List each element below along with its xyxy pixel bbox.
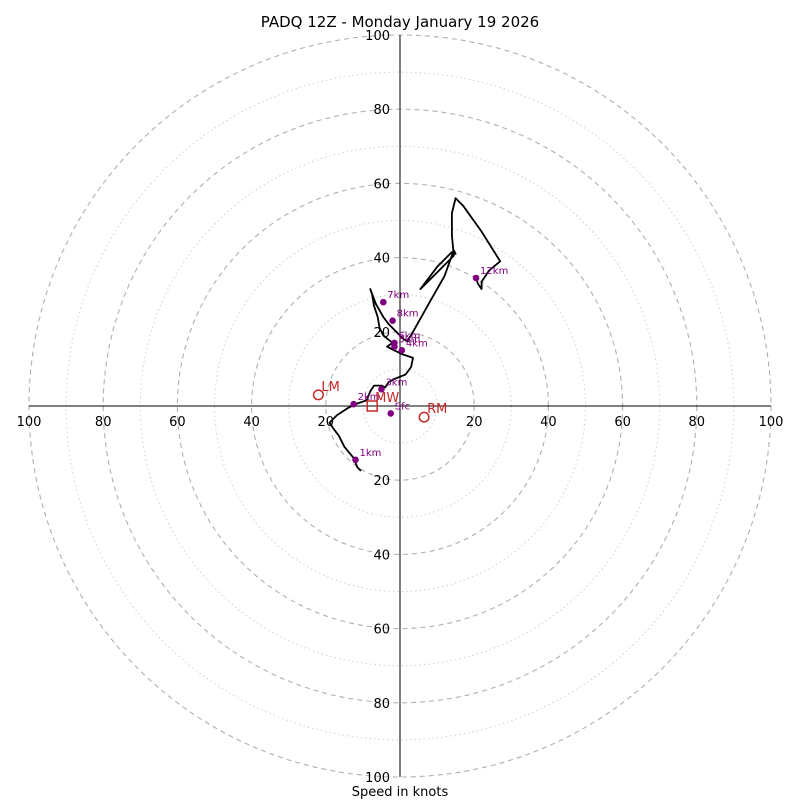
height-marker-12km bbox=[472, 274, 480, 282]
tick-label-up-60: 60 bbox=[373, 177, 390, 192]
storm-motion-mw bbox=[366, 400, 378, 412]
height-marker-sfc bbox=[387, 410, 395, 417]
tick-label-down-60: 60 bbox=[373, 623, 390, 638]
storm-motion-label-lm: LM bbox=[321, 380, 339, 395]
tick-label-left-100: 100 bbox=[17, 415, 42, 430]
height-marker-2km bbox=[350, 400, 357, 408]
height-label-5km: 5km bbox=[398, 335, 420, 346]
tick-label-left-60: 60 bbox=[169, 415, 186, 430]
height-label-3km: 3km bbox=[385, 377, 407, 388]
x-axis-label: Speed in knots bbox=[352, 785, 449, 800]
height-label-7km: 7km bbox=[387, 290, 409, 301]
tick-label-up-80: 80 bbox=[373, 103, 390, 118]
tick-label-down-80: 80 bbox=[373, 697, 390, 712]
height-label-6km: 6km bbox=[398, 331, 420, 342]
height-marker-7km bbox=[380, 298, 387, 306]
storm-motion-label-rm: RM bbox=[427, 402, 447, 417]
tick-label-right-20: 20 bbox=[466, 415, 483, 430]
height-label-1km: 1km bbox=[359, 448, 381, 459]
chart-title: PADQ 12Z - Monday January 19 2026 bbox=[261, 13, 539, 31]
tick-label-down-100: 100 bbox=[365, 771, 390, 786]
tick-label-down-20: 20 bbox=[373, 474, 390, 489]
tick-label-left-80: 80 bbox=[95, 415, 112, 430]
storm-motions: LM MW RM bbox=[312, 380, 447, 423]
tick-label-up-40: 40 bbox=[373, 252, 390, 267]
storm-motion-lm bbox=[312, 389, 324, 401]
height-label-2km: 2km bbox=[358, 392, 380, 403]
height-label-12km: 12km bbox=[480, 266, 508, 277]
height-label-8km: 8km bbox=[397, 309, 419, 320]
storm-motion-label-mw: MW bbox=[375, 391, 399, 406]
storm-motion-rm bbox=[418, 411, 430, 423]
height-marker-8km bbox=[389, 317, 396, 324]
tick-label-right-80: 80 bbox=[689, 415, 706, 430]
wind-trace-group bbox=[328, 197, 502, 472]
tick-label-right-40: 40 bbox=[540, 415, 557, 430]
height-marker-3km bbox=[378, 386, 385, 393]
tick-label-left-20: 20 bbox=[318, 415, 335, 430]
tick-label-right-60: 60 bbox=[614, 415, 631, 430]
height-marker-4km bbox=[398, 347, 406, 354]
tick-label-left-40: 40 bbox=[243, 415, 260, 430]
height-marker-6km bbox=[391, 339, 398, 347]
tick-label-right-100: 100 bbox=[759, 415, 784, 430]
wind-trace bbox=[328, 197, 502, 472]
tick-label-down-40: 40 bbox=[373, 548, 390, 563]
axes bbox=[29, 35, 771, 777]
height-label-4km: 4km bbox=[406, 338, 428, 349]
height-label-sfc: Sfc bbox=[395, 401, 410, 412]
tick-labels: 20 40 60 80 10020406080100204060801002040608… bbox=[17, 29, 784, 786]
tick-label-up-100: 100 bbox=[365, 29, 390, 44]
height-marker-1km bbox=[352, 456, 359, 464]
